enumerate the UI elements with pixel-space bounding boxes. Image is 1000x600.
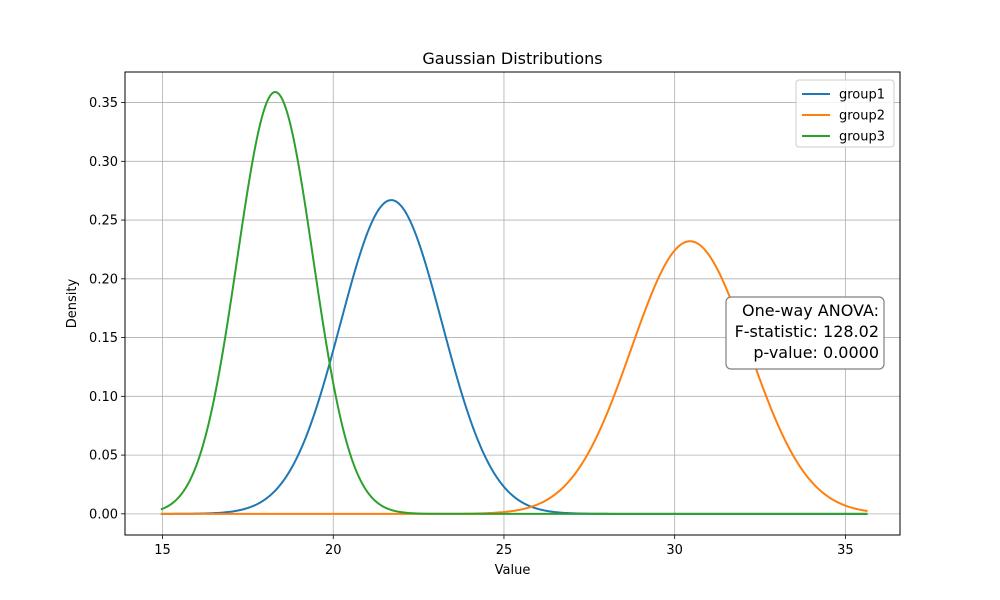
chart-title: Gaussian Distributions bbox=[422, 49, 602, 68]
annotation-line: p-value: 0.0000 bbox=[753, 343, 879, 362]
series-line-group2 bbox=[160, 240, 868, 515]
annotation-line: One-way ANOVA: bbox=[742, 301, 879, 320]
anova-annotation: One-way ANOVA: F-statistic: 128.02 p-value… bbox=[725, 296, 885, 370]
annotation-line: F-statistic: 128.02 bbox=[735, 322, 879, 341]
y-tick-label: 0.30 bbox=[89, 155, 118, 170]
series-line-group3 bbox=[160, 91, 868, 515]
annotation-box bbox=[725, 296, 885, 370]
x-tick-label: 15 bbox=[154, 543, 171, 558]
y-tick-label: 0.25 bbox=[89, 214, 118, 229]
legend-label: group3 bbox=[839, 130, 885, 145]
y-tick-label: 0.05 bbox=[89, 449, 118, 464]
x-tick-label: 30 bbox=[666, 543, 683, 558]
y-tick-label: 0.35 bbox=[89, 96, 118, 111]
y-tick-label: 0.20 bbox=[89, 272, 118, 287]
x-tick-label: 20 bbox=[325, 543, 342, 558]
y-axis-title: Density bbox=[65, 278, 80, 328]
plot-frame bbox=[124, 71, 901, 536]
x-axis-title: Value bbox=[495, 563, 531, 578]
x-tick-label: 25 bbox=[496, 543, 513, 558]
x-tick-label: 35 bbox=[837, 543, 854, 558]
legend-box bbox=[795, 79, 895, 148]
y-tick-label: 0.00 bbox=[89, 507, 118, 522]
legend-label: group2 bbox=[839, 109, 885, 124]
legend: group1 group2 group3 bbox=[795, 79, 895, 148]
axis-ticks: 15 20 25 30 35 0.00 0.05 0.10 0.15 0.20 0.25 0.30 0.… bbox=[89, 96, 854, 558]
y-tick-label: 0.15 bbox=[89, 331, 118, 346]
legend-label: group1 bbox=[839, 88, 885, 103]
y-tick-label: 0.10 bbox=[89, 390, 118, 405]
